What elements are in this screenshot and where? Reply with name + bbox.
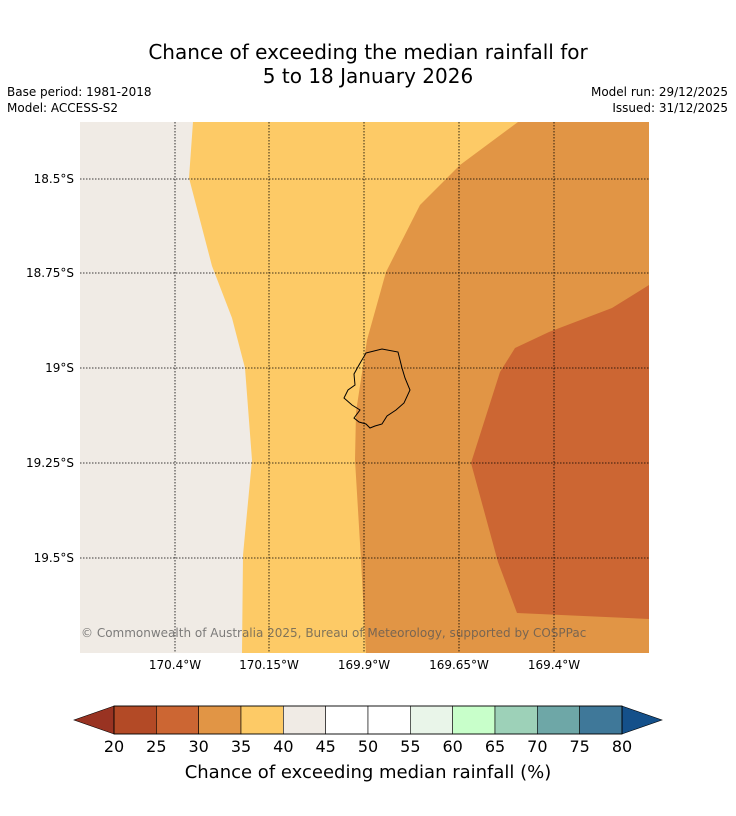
colorbar-tick-labels: 20 25 30 35 40 45 50 55 60 65 70 75 80 xyxy=(104,737,632,756)
lat-label-18-5: 18.5°S xyxy=(34,172,74,186)
colorbar-segment xyxy=(113,705,157,735)
colorbar-tick-label: 50 xyxy=(358,737,378,756)
colorbar-tick-label: 35 xyxy=(231,737,251,756)
colorbar-tick-label: 55 xyxy=(400,737,420,756)
colorbar-segment xyxy=(325,705,369,735)
colorbar-label: Chance of exceeding median rainfall (%) xyxy=(185,762,552,783)
colorbar-segments xyxy=(113,705,623,735)
colorbar-segment xyxy=(452,705,496,735)
longitude-labels: 170.4°W 170.15°W 169.9°W 169.65°W 169.4°… xyxy=(149,658,580,672)
lon-label-170-4: 170.4°W xyxy=(149,658,201,672)
lon-label-169-65: 169.65°W xyxy=(429,658,489,672)
base-period-text: Base period: 1981-2018 xyxy=(7,85,152,99)
colorbar-tick-label: 75 xyxy=(569,737,589,756)
model-run-text: Model run: 29/12/2025 xyxy=(590,85,728,99)
lat-label-19-5: 19.5°S xyxy=(34,551,74,565)
map-frame xyxy=(80,122,649,653)
colorbar-tick-label: 20 xyxy=(104,737,124,756)
lat-label-18-75: 18.75°S xyxy=(26,266,74,280)
colorbar-tick-label: 30 xyxy=(188,737,208,756)
colorbar-segment xyxy=(579,705,623,735)
colorbar-tick-label: 25 xyxy=(146,737,166,756)
colorbar-tick-label: 80 xyxy=(612,737,632,756)
colorbar-over-arrow xyxy=(621,705,663,735)
lon-label-169-4: 169.4°W xyxy=(528,658,580,672)
colorbar-segment xyxy=(240,705,284,735)
graticule xyxy=(80,122,649,653)
colorbar-segment xyxy=(283,705,326,735)
colorbar: 20 25 30 35 40 45 50 55 60 65 70 75 80 Chance of exc… xyxy=(73,705,663,783)
issued-text: Issued: 31/12/2025 xyxy=(612,101,728,115)
latitude-labels: 18.5°S 18.75°S 19°S 19.25°S 19.5°S xyxy=(26,172,74,565)
colorbar-segment xyxy=(537,705,580,735)
colorbar-tick-label: 60 xyxy=(442,737,462,756)
colorbar-tick-label: 65 xyxy=(485,737,505,756)
colorbar-segment xyxy=(156,705,199,735)
lat-label-19-25: 19.25°S xyxy=(26,456,74,470)
lon-label-169-9: 169.9°W xyxy=(338,658,390,672)
colorbar-segment xyxy=(367,705,411,735)
colorbar-tick-label: 70 xyxy=(527,737,547,756)
colorbar-tick-label: 40 xyxy=(273,737,293,756)
colorbar-segment xyxy=(494,705,538,735)
region-25-30-percent xyxy=(471,285,649,619)
map-title-line-2: 5 to 18 January 2026 xyxy=(262,64,474,88)
lat-label-19: 19°S xyxy=(45,361,74,375)
model-text: Model: ACCESS-S2 xyxy=(7,101,119,115)
copyright-notice: © Commonwealth of Australia 2025, Bureau… xyxy=(81,626,586,640)
colorbar-under-arrow xyxy=(73,705,115,735)
map-title-line-1: Chance of exceeding the median rainfall … xyxy=(148,40,588,64)
colorbar-segment xyxy=(198,705,242,735)
colorbar-outline xyxy=(113,705,623,735)
niue-island-outline xyxy=(343,348,411,429)
lon-label-170-15: 170.15°W xyxy=(239,658,299,672)
colorbar-segment xyxy=(410,705,453,735)
colorbar-tick-label: 45 xyxy=(315,737,335,756)
